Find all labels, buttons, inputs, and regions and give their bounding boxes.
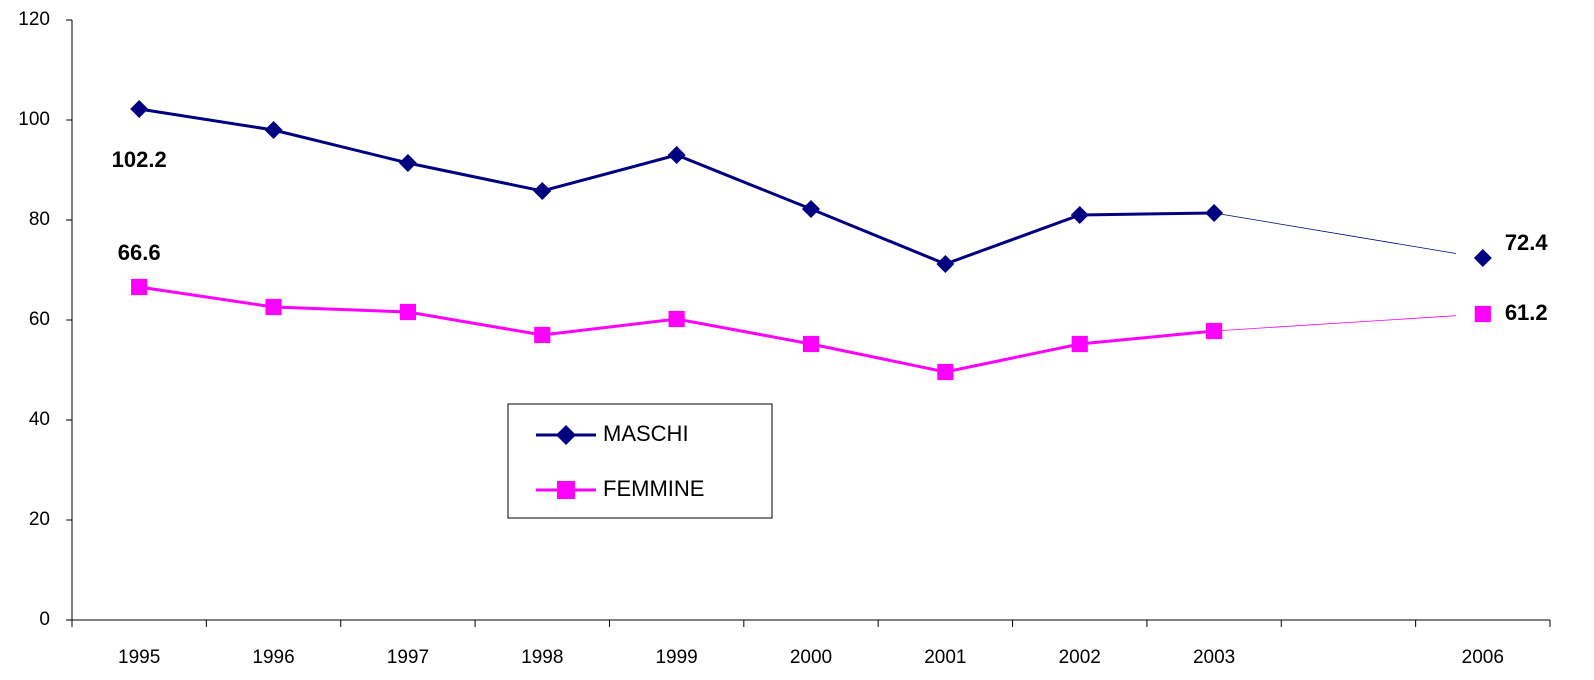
gap-connector [1214, 315, 1456, 332]
x-tick-label: 1999 [655, 647, 697, 668]
series-line [138, 107, 1215, 266]
legend-label: FEMMINE [603, 476, 704, 501]
data-point [533, 182, 552, 200]
y-tick-label: 40 [29, 409, 50, 430]
legend-marker [557, 481, 575, 499]
value-label: 61.2 [1505, 300, 1548, 325]
data-point [264, 121, 283, 139]
x-tick-label: 1995 [118, 647, 160, 668]
x-tick-label: 1997 [387, 647, 429, 668]
x-tick-label: 1996 [252, 647, 294, 668]
y-tick-label: 100 [18, 109, 50, 130]
x-tick-label: 2002 [1059, 647, 1101, 668]
data-point [1474, 305, 1491, 323]
data-point [802, 200, 820, 218]
data-point [1473, 249, 1492, 267]
data-point [399, 303, 417, 321]
data-point [1205, 204, 1224, 222]
x-tick-label: 2006 [1462, 647, 1504, 668]
data-point [667, 146, 686, 164]
data-point [398, 154, 417, 172]
data-point [130, 100, 149, 118]
data-point [802, 335, 820, 353]
data-point [1205, 322, 1223, 340]
legend-marker [556, 425, 576, 445]
series-line [138, 285, 1215, 374]
y-tick-label: 60 [29, 309, 50, 330]
value-label: 72.4 [1505, 230, 1549, 255]
value-label: 66.6 [118, 240, 161, 265]
x-tick-label: 1998 [521, 647, 563, 668]
x-tick-label: 2003 [1193, 647, 1235, 668]
data-point [937, 363, 954, 381]
data-point [534, 326, 551, 344]
value-label: 102.2 [112, 147, 167, 172]
x-tick-label: 2001 [924, 647, 966, 668]
y-tick-label: 0 [39, 609, 50, 630]
data-point [1070, 206, 1089, 224]
data-point [936, 255, 955, 273]
y-tick-label: 120 [18, 9, 50, 30]
y-tick-label: 20 [29, 509, 50, 530]
data-point [668, 310, 685, 328]
legend-box [507, 403, 773, 519]
y-tick-label: 80 [29, 209, 50, 230]
data-point [1071, 335, 1088, 353]
legend-label: MASCHI [603, 421, 689, 446]
gap-connector [1214, 212, 1457, 254]
x-tick-label: 2000 [790, 647, 832, 668]
data-point [131, 278, 148, 296]
data-point [265, 298, 282, 316]
